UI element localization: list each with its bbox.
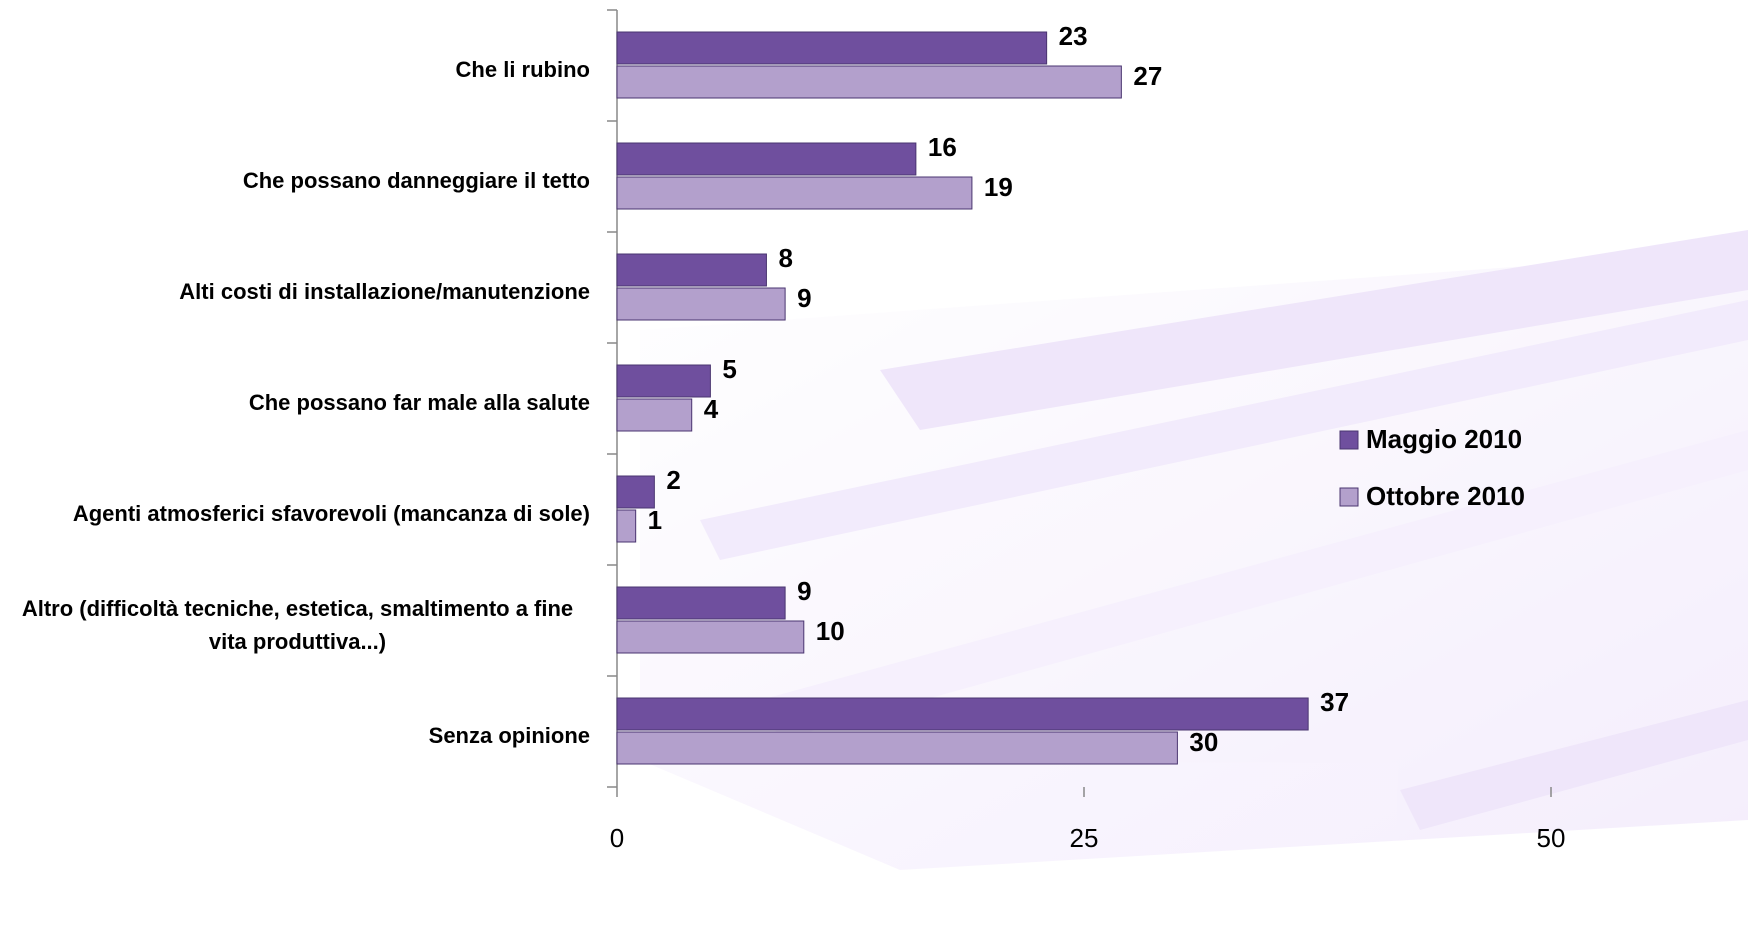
data-label: 9 xyxy=(797,283,811,313)
bar xyxy=(617,143,916,175)
data-label: 4 xyxy=(704,394,719,424)
data-label: 1 xyxy=(648,505,662,535)
bar xyxy=(617,621,804,653)
data-label: 27 xyxy=(1133,61,1162,91)
y-tick-label: Altro (difficoltà tecniche, estetica, sm… xyxy=(5,592,590,658)
bar xyxy=(617,365,710,397)
legend-label: Ottobre 2010 xyxy=(1366,481,1525,511)
bar xyxy=(617,288,785,320)
bar xyxy=(617,254,766,286)
y-tick-label: Che li rubino xyxy=(456,53,590,86)
bar xyxy=(617,510,636,542)
bar xyxy=(617,66,1121,98)
chart-svg: 02550232716198954219103730Maggio 2010Ott… xyxy=(0,0,1748,952)
x-tick-label: 50 xyxy=(1537,823,1566,853)
y-tick-label: Agenti atmosferici sfavorevoli (mancanza… xyxy=(73,497,590,530)
data-label: 30 xyxy=(1189,727,1218,757)
data-label: 10 xyxy=(816,616,845,646)
bar xyxy=(617,177,972,209)
y-tick-label: Che possano far male alla salute xyxy=(249,386,590,419)
legend-label: Maggio 2010 xyxy=(1366,424,1522,454)
background-decoration xyxy=(640,230,1748,870)
x-tick-label: 25 xyxy=(1070,823,1099,853)
data-label: 2 xyxy=(666,465,680,495)
y-tick-label: Alti costi di installazione/manutenzione xyxy=(179,275,590,308)
y-tick-label: Senza opinione xyxy=(429,719,590,752)
bar xyxy=(617,698,1308,730)
chart: 02550232716198954219103730Maggio 2010Ott… xyxy=(0,0,1748,952)
data-label: 23 xyxy=(1059,21,1088,51)
data-label: 37 xyxy=(1320,687,1349,717)
legend-swatch xyxy=(1340,488,1358,506)
legend-swatch xyxy=(1340,431,1358,449)
data-label: 5 xyxy=(722,354,736,384)
data-label: 8 xyxy=(778,243,792,273)
y-tick-label: Che possano danneggiare il tetto xyxy=(243,164,590,197)
data-label: 9 xyxy=(797,576,811,606)
bar xyxy=(617,587,785,619)
x-tick-label: 0 xyxy=(610,823,624,853)
bar xyxy=(617,732,1177,764)
bar xyxy=(617,399,692,431)
bar xyxy=(617,476,654,508)
data-label: 19 xyxy=(984,172,1013,202)
data-label: 16 xyxy=(928,132,957,162)
bar xyxy=(617,32,1047,64)
